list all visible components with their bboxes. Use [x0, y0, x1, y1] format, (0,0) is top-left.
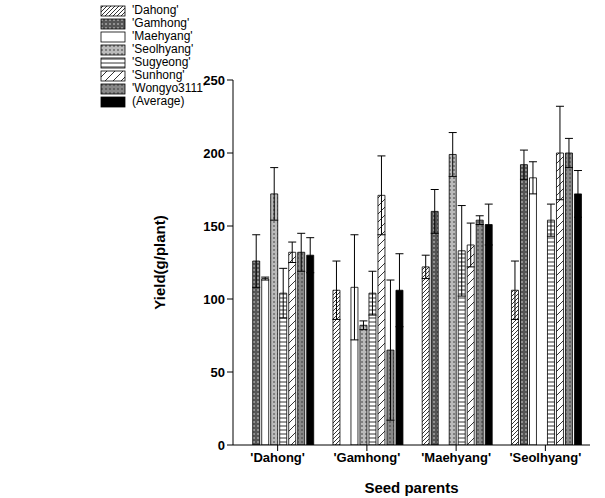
svg-text:200: 200: [203, 146, 225, 161]
html-text:'Wongyo3111': 'Wongyo3111': [132, 81, 206, 95]
html-text:'Sugyeong': 'Sugyeong': [132, 55, 191, 69]
svg-text:Seed parents: Seed parents: [364, 479, 458, 496]
svg-text:100: 100: [203, 292, 225, 307]
svg-text:'Seolhyang': 'Seolhyang': [509, 450, 581, 465]
svg-text:'Maehyang': 'Maehyang': [421, 450, 491, 465]
html-text:(Average): (Average): [132, 94, 185, 108]
svg-text:150: 150: [203, 219, 225, 234]
html-text:'Sunhong': 'Sunhong': [132, 68, 185, 82]
html-text:'Gamhong': 'Gamhong': [132, 16, 190, 30]
svg-text:0: 0: [218, 438, 225, 453]
svg-text:250: 250: [203, 73, 225, 88]
html-text:'Seolhyang': 'Seolhyang': [132, 42, 194, 56]
svg-text:Yield(g/plant): Yield(g/plant): [151, 215, 168, 309]
html-text:'Dahong': 'Dahong': [132, 3, 179, 17]
svg-text:'Gamhong': 'Gamhong': [333, 450, 400, 465]
html-text:'Maehyang': 'Maehyang': [132, 29, 193, 43]
svg-text:'Dahong': 'Dahong': [250, 450, 305, 465]
svg-text:50: 50: [211, 365, 225, 380]
